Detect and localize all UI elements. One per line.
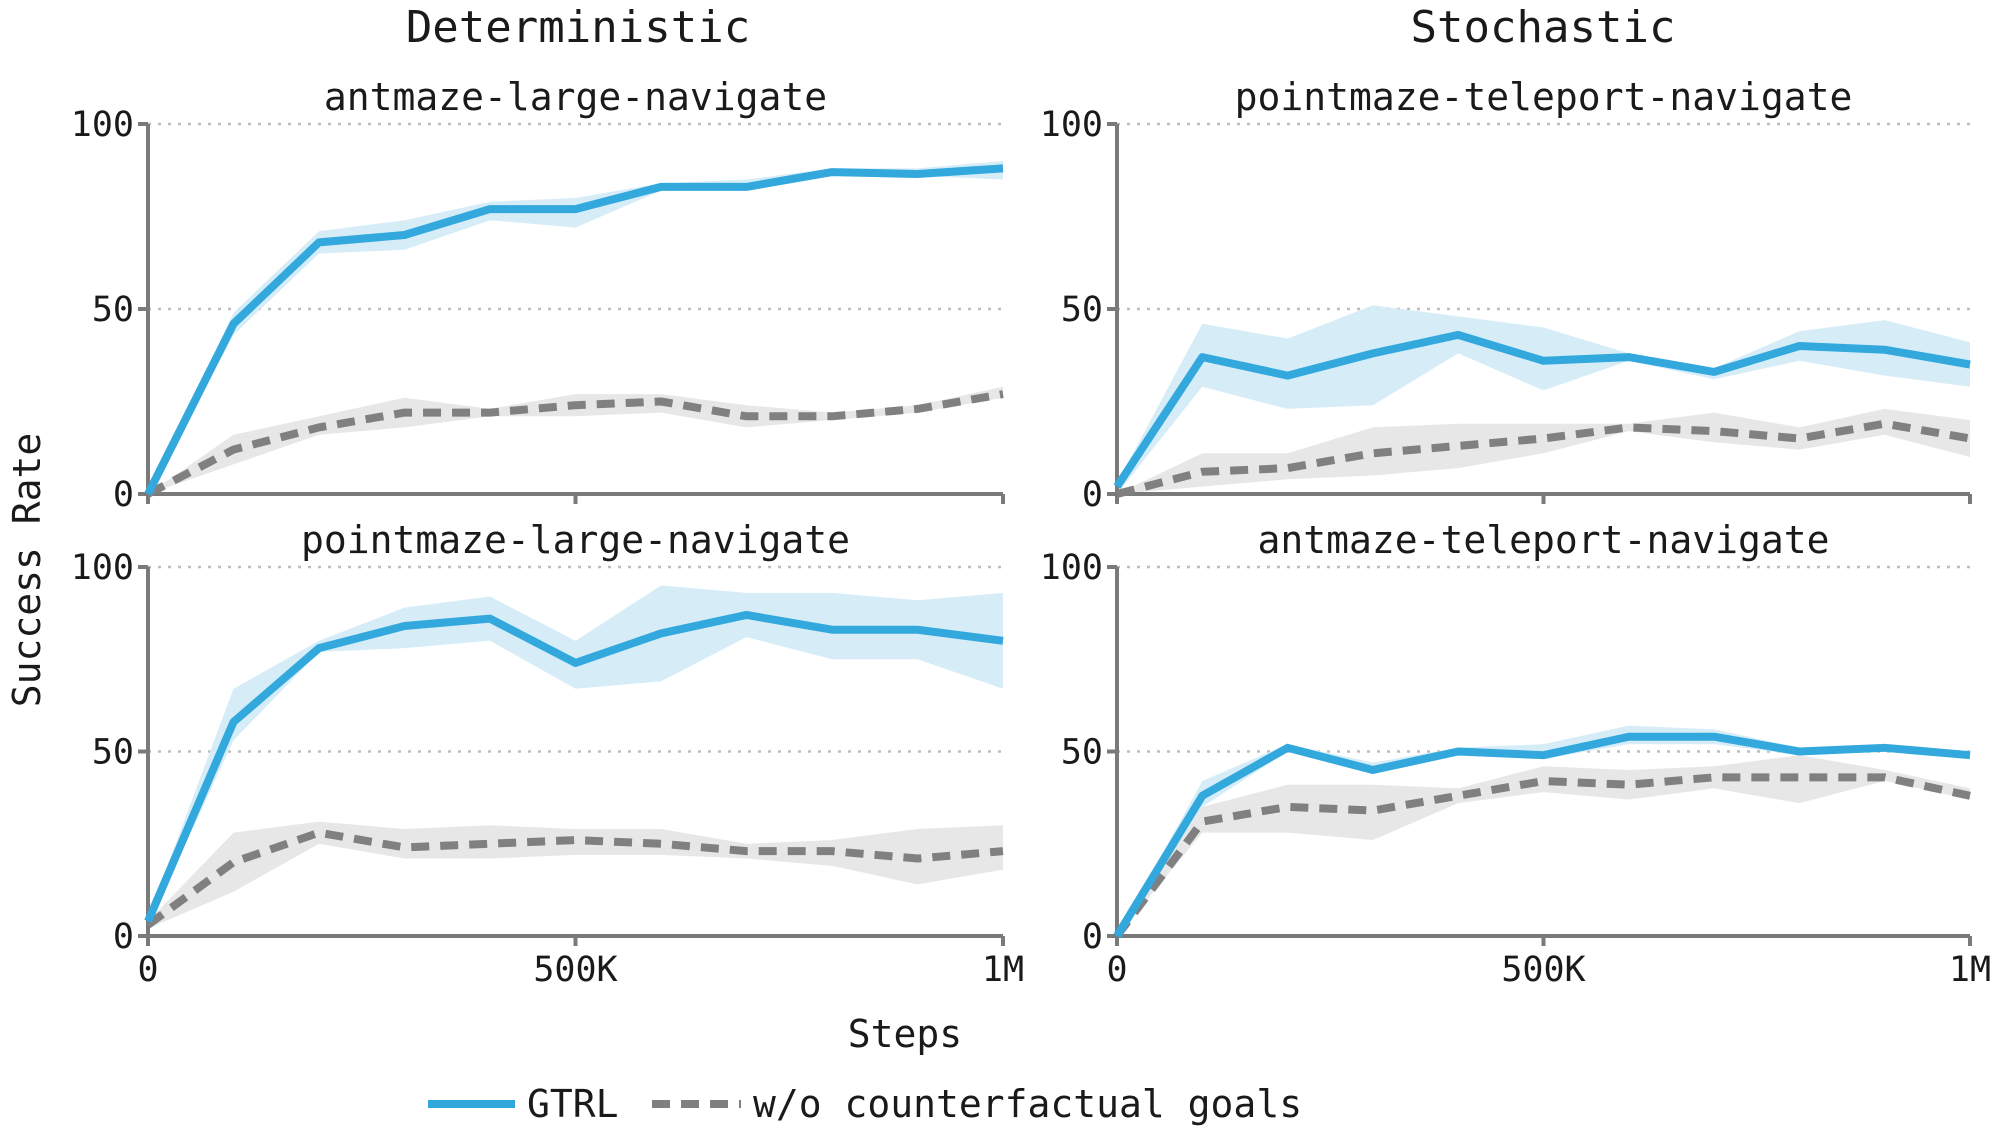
x-tick-label: 500K: [533, 950, 617, 990]
y-tick-label: 100: [1040, 548, 1103, 588]
ablation-confidence-band: [1117, 755, 1970, 936]
panel-title: pointmaze-teleport-navigate: [1235, 75, 1853, 119]
column-title-stochastic: Stochastic: [1411, 2, 1676, 53]
column-title-deterministic: Deterministic: [406, 2, 750, 53]
gtrl-confidence-band: [1117, 305, 1970, 494]
legend-label-gtrl: GTRL: [527, 1082, 619, 1126]
y-tick-label: 100: [71, 548, 134, 588]
panel-title: antmaze-teleport-navigate: [1258, 518, 1830, 562]
y-tick-label: 0: [1082, 475, 1103, 515]
panel-title: pointmaze-large-navigate: [301, 518, 850, 562]
ablation-line: [145, 828, 1004, 929]
y-tick-label: 50: [92, 733, 134, 773]
panel-pointmaze-teleport-navigate: pointmaze-teleport-navigate 0 50 100: [1040, 75, 1972, 515]
y-tick-label: 0: [113, 917, 134, 957]
x-tick-label: 0: [1106, 950, 1127, 990]
y-tick-label: 100: [1040, 105, 1103, 145]
y-tick-label: 50: [92, 290, 134, 330]
y-tick-label: 0: [113, 475, 134, 515]
y-axis-label: Success Rate: [5, 433, 49, 708]
gtrl-line: [144, 610, 1004, 923]
y-tick-label: 0: [1082, 917, 1103, 957]
panel-antmaze-large-navigate: antmaze-large-navigate 0 50 100: [71, 75, 1005, 515]
panel-pointmaze-large-navigate: pointmaze-large-navigate 0 50 100 0 500K 1M: [71, 518, 1024, 990]
x-axis-label: Steps: [848, 1012, 962, 1056]
ablation-confidence-band: [148, 821, 1003, 929]
gtrl-confidence-band: [148, 161, 1003, 494]
x-tick-label: 500K: [1501, 950, 1585, 990]
legend-label-ablation: w/o counterfactual goals: [753, 1082, 1302, 1126]
ablation-confidence-band: [1117, 408, 1970, 494]
x-tick-label: 1M: [982, 950, 1024, 990]
ablation-line: [1115, 419, 1971, 498]
gtrl-confidence-band: [148, 585, 1003, 925]
panel-title: antmaze-large-navigate: [324, 75, 827, 119]
y-tick-label: 50: [1061, 290, 1103, 330]
y-tick-label: 100: [71, 105, 134, 145]
x-tick-label: 0: [137, 950, 158, 990]
legend: GTRL w/o counterfactual goals: [428, 1082, 1302, 1126]
x-tick-label: 1M: [1949, 950, 1991, 990]
panel-antmaze-teleport-navigate: antmaze-teleport-navigate 0 50 100 0 500K 1M: [1040, 518, 1991, 990]
ablation-confidence-band: [148, 386, 1003, 494]
y-tick-label: 50: [1061, 733, 1103, 773]
